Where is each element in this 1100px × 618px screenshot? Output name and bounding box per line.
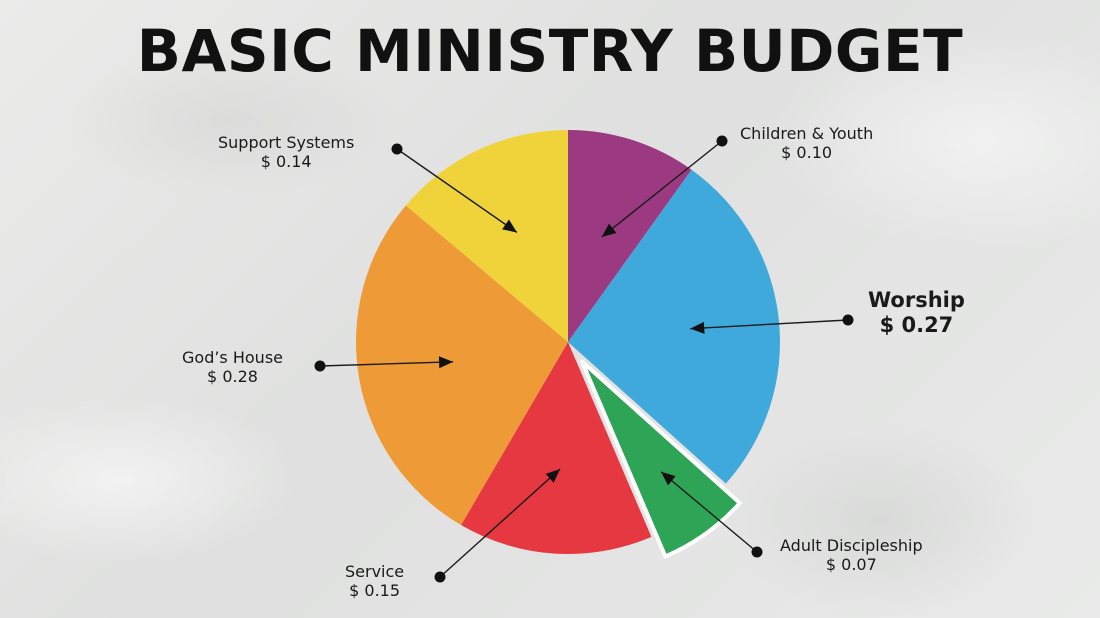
slice-label: Worship $ 0.27 bbox=[868, 288, 965, 338]
leader-dot bbox=[391, 143, 403, 155]
arrowhead-icon bbox=[601, 223, 617, 238]
leader-line bbox=[439, 468, 561, 578]
arrowhead-icon bbox=[438, 356, 454, 369]
slice-label: Support Systems $ 0.14 bbox=[218, 133, 354, 171]
slice-label-name: Support Systems bbox=[218, 133, 355, 152]
slice-label: Children & Youth $ 0.10 bbox=[740, 124, 873, 162]
leader-line bbox=[319, 361, 454, 367]
slice-label-value: $ 0.27 bbox=[879, 313, 954, 337]
arrowhead-icon bbox=[690, 321, 705, 334]
slice-label-name: God’s House bbox=[182, 348, 283, 367]
slice-label-value: $ 0.14 bbox=[260, 152, 312, 171]
arrowhead-icon bbox=[545, 468, 561, 483]
slice-label-value: $ 0.07 bbox=[825, 555, 877, 574]
slice-label-name: Children & Youth bbox=[740, 124, 874, 143]
leader-line bbox=[690, 319, 849, 330]
leader-dot bbox=[751, 546, 763, 558]
leader-dot bbox=[716, 135, 728, 147]
slice-label-name: Service bbox=[345, 562, 405, 581]
pie-slice-god-s-house bbox=[356, 205, 568, 526]
chart-title: BASIC MINISTRY BUDGET bbox=[136, 17, 964, 85]
pie-slice-children-youth bbox=[568, 130, 692, 342]
pie-slice-service bbox=[461, 342, 652, 554]
slice-label-value: $ 0.28 bbox=[207, 367, 258, 386]
leader-dot bbox=[842, 314, 854, 326]
slice-label-value: $ 0.10 bbox=[781, 143, 833, 162]
pie-slice-worship bbox=[568, 169, 781, 484]
slice-label-value: $ 0.15 bbox=[349, 581, 401, 600]
slice-label: God’s House $ 0.28 bbox=[182, 348, 283, 386]
leader-line bbox=[396, 148, 518, 234]
slice-label-name: Adult Discipleship bbox=[780, 536, 923, 555]
arrowhead-icon bbox=[661, 471, 676, 486]
leader-line bbox=[660, 471, 758, 553]
pie-slice-adult-discipleship bbox=[579, 359, 742, 559]
slice-label: Service $ 0.15 bbox=[345, 562, 404, 600]
leader-dot bbox=[314, 360, 326, 372]
leader-dot bbox=[434, 571, 446, 583]
slice-label-name: Worship bbox=[868, 288, 965, 312]
leader-line bbox=[601, 140, 723, 238]
arrowhead-icon bbox=[502, 219, 518, 233]
slice-label: Adult Discipleship $ 0.07 bbox=[780, 536, 923, 574]
